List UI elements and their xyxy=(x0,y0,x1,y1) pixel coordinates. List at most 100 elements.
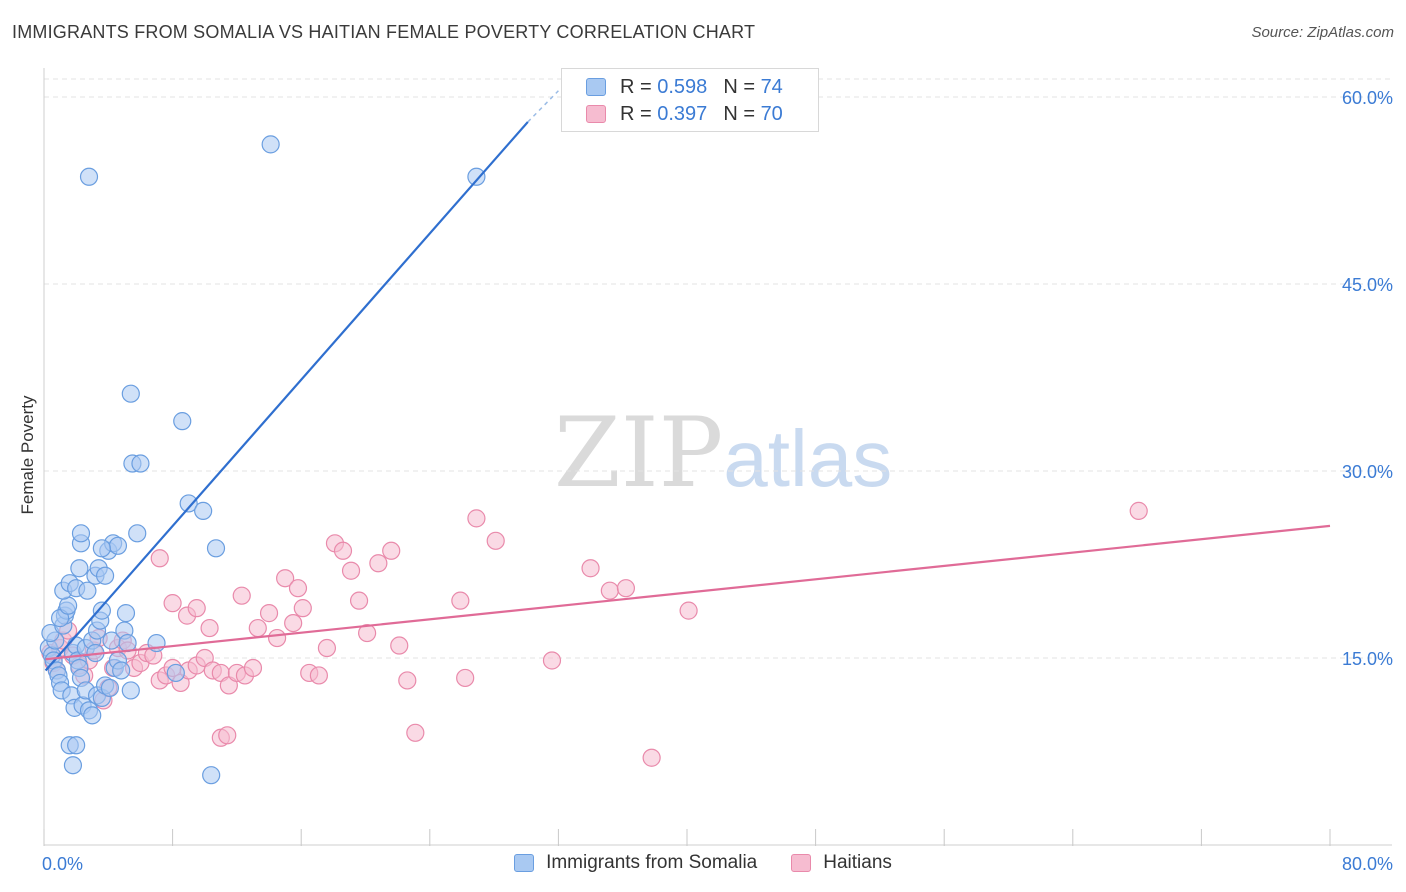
series-legend: Immigrants from Somalia Haitians xyxy=(0,852,1406,874)
watermark-atlas: atlas xyxy=(723,414,893,503)
legend-n-label: N = xyxy=(723,102,755,125)
legend-n-label: N = xyxy=(723,75,755,98)
watermark-zip: ZIP xyxy=(554,397,724,509)
axes xyxy=(43,68,1392,846)
somalia-point xyxy=(112,661,131,680)
somalia-point xyxy=(194,501,213,520)
legend-swatch-somalia xyxy=(514,854,535,872)
haitian-point xyxy=(288,579,308,598)
haitian-point xyxy=(243,658,263,678)
haitian-point xyxy=(390,636,409,655)
legend-swatch-haitians xyxy=(791,854,812,872)
somalia-point xyxy=(179,494,198,513)
legend-label-haitians: Haitians xyxy=(823,852,892,873)
chart-title: IMMIGRANTS FROM SOMALIA VS HAITIAN FEMAL… xyxy=(12,22,756,42)
trend-lines xyxy=(44,90,1331,672)
haitian-point xyxy=(486,531,505,550)
haitian-point xyxy=(259,604,279,623)
haitian-point xyxy=(600,581,619,600)
legend-swatch-haitians xyxy=(586,105,606,123)
x-tick-label: 80.0% xyxy=(1342,854,1393,874)
y-tick-label: 60.0% xyxy=(1342,88,1393,108)
haitian-point xyxy=(187,599,206,618)
legend-r-value: 0.598 xyxy=(657,75,708,98)
haitian-point xyxy=(369,554,388,573)
haitian-point xyxy=(679,601,698,620)
legend-row-somalia: R = 0.598 N = 74 xyxy=(586,74,783,100)
haitian-point xyxy=(358,623,377,643)
somalia-point xyxy=(63,756,83,775)
watermark: ZIPatlas xyxy=(554,405,892,502)
haitian-point xyxy=(398,671,417,690)
legend-r-label: R = xyxy=(620,75,652,98)
haitian-trend-line xyxy=(45,524,1331,661)
source-label: Source: ZipAtlas.com xyxy=(1251,24,1394,41)
somalia-point xyxy=(121,384,140,403)
somalia-point xyxy=(92,601,111,620)
somalia-point xyxy=(116,604,136,623)
haitian-point xyxy=(150,549,169,568)
haitian-point xyxy=(542,651,562,670)
haitian-point xyxy=(267,628,287,648)
legend-n-value: 70 xyxy=(760,102,783,125)
somalia-point xyxy=(70,559,89,578)
haitian-point xyxy=(333,541,353,560)
somalia-point xyxy=(79,167,99,186)
somalia-point xyxy=(173,412,192,431)
somalia-point xyxy=(261,135,280,154)
haitian-point xyxy=(218,726,237,745)
somalia-point xyxy=(67,736,86,755)
somalia-point xyxy=(128,524,147,543)
somalia-point xyxy=(92,539,111,558)
haitian-point xyxy=(200,618,219,638)
somalia-point xyxy=(202,766,221,785)
haitian-point xyxy=(467,509,486,528)
tick-labels: 15.0% 30.0% 45.0% 60.0% 0.0% 80.0% xyxy=(42,88,1393,874)
haitian-point xyxy=(581,559,600,578)
somalia-point xyxy=(121,681,140,700)
grid xyxy=(44,78,1392,659)
haitian-point xyxy=(406,723,425,742)
haitian-point xyxy=(309,666,328,685)
haitian-point xyxy=(284,613,303,633)
somalia-point xyxy=(108,536,128,555)
haitian-point xyxy=(642,748,661,767)
somalia-point xyxy=(206,539,226,558)
correlation-legend: R = 0.598 N = 74 R = 0.397 N = 70 xyxy=(561,68,819,132)
haitian-point xyxy=(248,618,267,638)
haitian-point xyxy=(341,561,361,580)
haitian-point xyxy=(349,591,369,610)
legend-item-haitians: Haitians xyxy=(791,852,892,874)
haitian-point xyxy=(293,599,312,618)
legend-label-somalia: Immigrants from Somalia xyxy=(546,852,758,873)
haitian-point xyxy=(232,586,251,605)
haitian-point xyxy=(317,638,337,658)
legend-swatch-somalia xyxy=(586,78,606,96)
legend-n-value: 74 xyxy=(760,75,783,98)
data-points xyxy=(39,135,1148,785)
haitian-point xyxy=(1129,501,1148,520)
y-tick-label: 30.0% xyxy=(1342,462,1393,482)
haitian-point xyxy=(451,591,470,610)
somalia-point xyxy=(71,524,91,543)
somalia-point xyxy=(166,663,185,683)
somalia-point xyxy=(95,566,115,585)
legend-item-somalia: Immigrants from Somalia xyxy=(514,852,757,874)
somalia-point xyxy=(131,454,150,473)
haitian-point xyxy=(616,579,636,598)
legend-r-value: 0.397 xyxy=(657,102,708,125)
somalia-point xyxy=(467,167,486,186)
haitian-point xyxy=(382,541,401,560)
somalia-point xyxy=(118,633,137,653)
haitian-point xyxy=(163,594,182,613)
somalia-trend-line xyxy=(44,121,529,672)
legend-row-haitians: R = 0.397 N = 70 xyxy=(586,101,783,127)
somalia-point xyxy=(83,706,102,725)
x-tick-label: 0.0% xyxy=(42,854,83,874)
y-tick-label: 15.0% xyxy=(1342,649,1393,669)
legend-r-label: R = xyxy=(620,102,652,125)
somalia-trend-extension xyxy=(527,90,559,123)
y-tick-label: 45.0% xyxy=(1342,275,1393,295)
haitian-point xyxy=(276,569,295,588)
somalia-point xyxy=(78,581,97,600)
